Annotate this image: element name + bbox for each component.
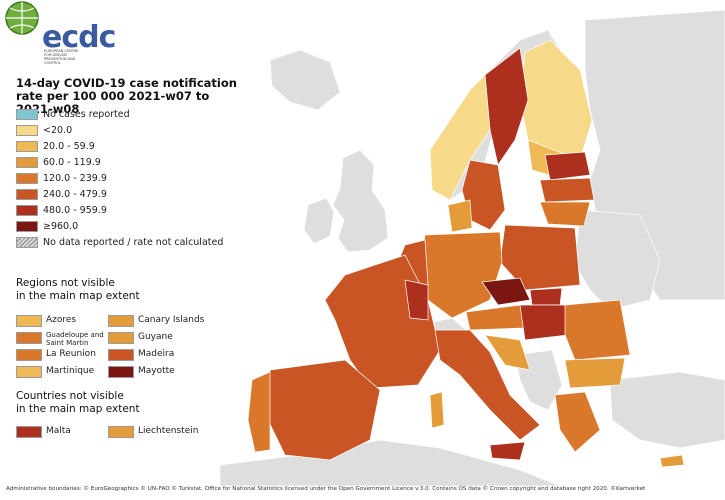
romania-region bbox=[564, 299, 631, 361]
regions-heading: Regions not visible in the main map exte… bbox=[16, 277, 140, 303]
legend-label: 120.0 - 239.9 bbox=[43, 173, 107, 184]
spain-region bbox=[267, 359, 381, 461]
footer-attribution: Administrative boundaries: © EuroGeograp… bbox=[6, 486, 646, 492]
globe-icon bbox=[5, 1, 39, 35]
legend-swatch bbox=[16, 189, 38, 200]
regions-heading-line-1: Regions not visible bbox=[16, 277, 115, 289]
eu-regions bbox=[247, 39, 685, 468]
inset-swatch bbox=[16, 349, 42, 361]
regions-heading-line-2: in the main map extent bbox=[16, 290, 140, 302]
italy-region bbox=[434, 329, 541, 441]
sardinia-region bbox=[429, 391, 445, 429]
inset-label: Martinique bbox=[46, 366, 95, 376]
inset-swatch bbox=[108, 426, 134, 438]
sicily-region bbox=[489, 441, 526, 461]
legend-swatch bbox=[16, 221, 38, 232]
france-east-region bbox=[404, 279, 429, 321]
turkey-land bbox=[609, 371, 725, 449]
greenland-iceland-land bbox=[269, 49, 341, 111]
inset-label: Malta bbox=[46, 426, 71, 436]
inset-swatch bbox=[108, 315, 134, 327]
legend-swatch bbox=[16, 173, 38, 184]
inset-swatch bbox=[108, 349, 134, 361]
legend-label: 60.0 - 119.9 bbox=[43, 157, 101, 168]
inset-label: Madeira bbox=[138, 349, 175, 359]
inset-swatch bbox=[108, 332, 134, 344]
logo-subtitle: EUROPEAN CENTRE FOR DISEASE PREVENTION A… bbox=[44, 49, 79, 65]
logo-text: ecdc bbox=[42, 20, 116, 55]
cyprus-region bbox=[659, 454, 685, 468]
inset-label: La Reunion bbox=[46, 349, 96, 359]
latvia-region bbox=[539, 177, 595, 203]
legend-label: 20.0 - 59.9 bbox=[43, 141, 95, 152]
countries-heading-line-1: Countries not visible bbox=[16, 390, 124, 402]
legend-swatch bbox=[16, 125, 38, 136]
legend-label: <20.0 bbox=[43, 125, 73, 136]
inset-label: Guyane bbox=[138, 332, 173, 342]
legend-label: No data reported / rate not calculated bbox=[43, 237, 224, 248]
legend-label: 240.0 - 479.9 bbox=[43, 189, 107, 200]
inset-label: Guadeloupe and Saint Martin bbox=[46, 331, 104, 347]
title-line-1: 14-day COVID-19 case notification bbox=[16, 76, 237, 90]
estonia-region bbox=[544, 151, 591, 181]
uk-land bbox=[332, 149, 389, 253]
legend-label: ≥960.0 bbox=[43, 221, 79, 232]
countries-heading: Countries not visible in the main map ex… bbox=[16, 390, 140, 416]
legend-swatch bbox=[16, 237, 38, 248]
ecdc-logo: ecdc EUROPEAN CENTRE FOR DISEASE PREVENT… bbox=[4, 0, 116, 65]
inset-swatch bbox=[108, 366, 134, 378]
norway-region bbox=[429, 74, 491, 201]
germany-region bbox=[419, 231, 503, 319]
lithuania-region bbox=[539, 201, 591, 227]
inset-label: Azores bbox=[46, 315, 77, 325]
bulgaria-region bbox=[564, 357, 626, 389]
inset-swatch bbox=[16, 315, 42, 327]
czechia-region bbox=[481, 277, 531, 306]
ireland-land bbox=[303, 197, 335, 245]
map-title: 14-day COVID-19 case notification rate p… bbox=[16, 77, 246, 116]
sweden-south-region bbox=[461, 159, 506, 231]
hungary-region bbox=[519, 304, 569, 341]
portugal-region bbox=[247, 371, 271, 453]
legend-swatch bbox=[16, 141, 38, 152]
inset-swatch bbox=[16, 426, 42, 438]
legend-label: 480.0 - 959.9 bbox=[43, 205, 107, 216]
legend-label: No cases reported bbox=[43, 109, 130, 120]
inset-label: Canary Islands bbox=[138, 315, 205, 325]
countries-heading-line-2: in the main map extent bbox=[16, 403, 140, 415]
legend-swatch bbox=[16, 109, 38, 120]
greece-region bbox=[554, 391, 601, 453]
slovenia-croatia-region bbox=[484, 334, 531, 371]
denmark-region bbox=[447, 199, 473, 233]
legend-swatch bbox=[16, 205, 38, 216]
austria-region bbox=[465, 304, 525, 331]
inset-label: Liechtenstein bbox=[138, 426, 199, 436]
inset-swatch bbox=[16, 366, 42, 378]
sweden-north-region bbox=[484, 47, 529, 166]
legend-swatch bbox=[16, 157, 38, 168]
slovakia-region bbox=[529, 287, 563, 306]
inset-label: Mayotte bbox=[138, 366, 175, 376]
inset-swatch bbox=[16, 332, 42, 344]
